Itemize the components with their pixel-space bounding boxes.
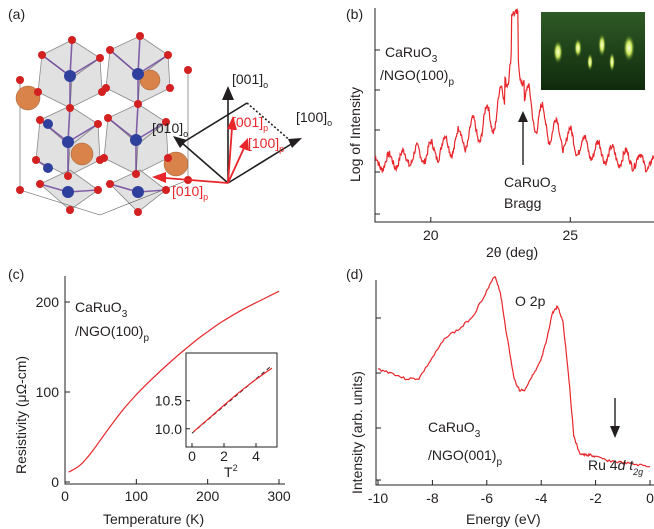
sample-label-c-2: /NGO(100)p — [75, 323, 149, 344]
x-tick-label-c: 0 — [61, 488, 69, 504]
inset-y-tick-label: 10.0 — [155, 421, 182, 437]
resistivity-curve — [68, 290, 280, 473]
panel-label-a: (a) — [8, 6, 25, 22]
axis-100-p: [100]p — [248, 135, 284, 154]
x-tick-label-c: 200 — [196, 488, 220, 504]
axis-010-o: [010]o — [152, 120, 188, 139]
x-tick-label-d: -8 — [426, 490, 439, 506]
panel-a: (a) — [8, 6, 332, 216]
panel-label-c: (c) — [8, 266, 24, 282]
axis-lines-d — [375, 280, 654, 486]
x-tick-label-d: -4 — [535, 490, 548, 506]
inset-x-label: T2 — [224, 463, 238, 480]
x-tick-label-d: -10 — [368, 490, 388, 506]
x-tick-label-c: 100 — [125, 488, 149, 504]
plot-d-axes: -10 -8 -6 -4 -2 0 — [368, 280, 654, 506]
xrd-curve — [374, 7, 654, 173]
sample-label-d-2: /NGO(001)p — [428, 447, 502, 468]
panel-d: (d) -10 -8 -6 -4 -2 0 O 2p CaRuO3 /NGO(001)p … — [346, 266, 654, 527]
panel-b: (b) 20 25 CaRuO3 /NGO(100)p CaRuO3 Bragg … — [346, 6, 654, 260]
axis-010-p: [010]p — [172, 183, 208, 202]
panel-label-b: (b) — [346, 6, 363, 22]
x-axis-label-d: Energy (eV) — [466, 511, 541, 527]
bragg-label: CaRuO3 — [504, 174, 557, 195]
x-tick-label-d: -2 — [589, 490, 602, 506]
inset-curve — [193, 367, 273, 433]
pes-curve — [377, 275, 651, 468]
ru-arrow — [610, 398, 620, 438]
axis-001-o: [001]o — [232, 71, 268, 90]
inset-x-tick-label: 2 — [220, 448, 228, 464]
orientation-diagram: [001]o [010]o [100]o [001]p [100]p [010]… — [152, 71, 332, 202]
y-tick-label-c: 200 — [36, 294, 60, 310]
y-axis-label-d: Intensity (arb. units) — [349, 371, 365, 494]
inset-x-tick-label: 0 — [188, 448, 196, 464]
crystal-structure-image — [15, 32, 192, 216]
panel-label-d: (d) — [346, 266, 363, 282]
plot-c-axes: 0 100 200 300 0 100 200 — [36, 276, 291, 504]
o2p-label: O 2p — [515, 293, 546, 309]
x-tick-label-b: 25 — [563, 227, 579, 243]
inset-y-tick-label: 10.5 — [155, 393, 182, 409]
axis-100-o: [100]o — [296, 109, 332, 128]
bragg-label-2: Bragg — [504, 195, 541, 211]
x-axis-label-c: Temperature (K) — [103, 511, 204, 527]
inset-plot: 0 2 4 10.0 10.5 — [155, 352, 278, 464]
ru-label: Ru 4d t2g — [588, 457, 643, 477]
x-tick-label-c: 300 — [267, 488, 291, 504]
x-tick-label-b: 20 — [423, 227, 439, 243]
y-axis-label-c: Resistivity (μΩ-cm) — [13, 356, 29, 474]
sample-label-b-2: /NGO(100)p — [380, 67, 454, 88]
axis-001-p: [001]p — [232, 114, 268, 133]
sample-label-b: CaRuO3 — [385, 44, 438, 65]
x-ticks-b: 20 25 — [423, 217, 578, 243]
sample-label-c: CaRuO3 — [75, 299, 128, 320]
x-tick-label-d: -6 — [481, 490, 494, 506]
inset-x-tick-label: 4 — [252, 448, 260, 464]
y-tick-label-c: 100 — [36, 384, 60, 400]
y-tick-label-c: 0 — [51, 474, 59, 490]
x-tick-label-d: 0 — [646, 490, 654, 506]
x-axis-label-b: 2θ (deg) — [486, 244, 538, 260]
bragg-arrow — [518, 111, 528, 165]
sample-label-d: CaRuO3 — [428, 419, 481, 440]
rheed-pattern-image — [541, 12, 645, 90]
y-axis-label-b: Log of Intensity — [347, 87, 363, 182]
plot-b-frame: 20 25 — [374, 8, 654, 243]
